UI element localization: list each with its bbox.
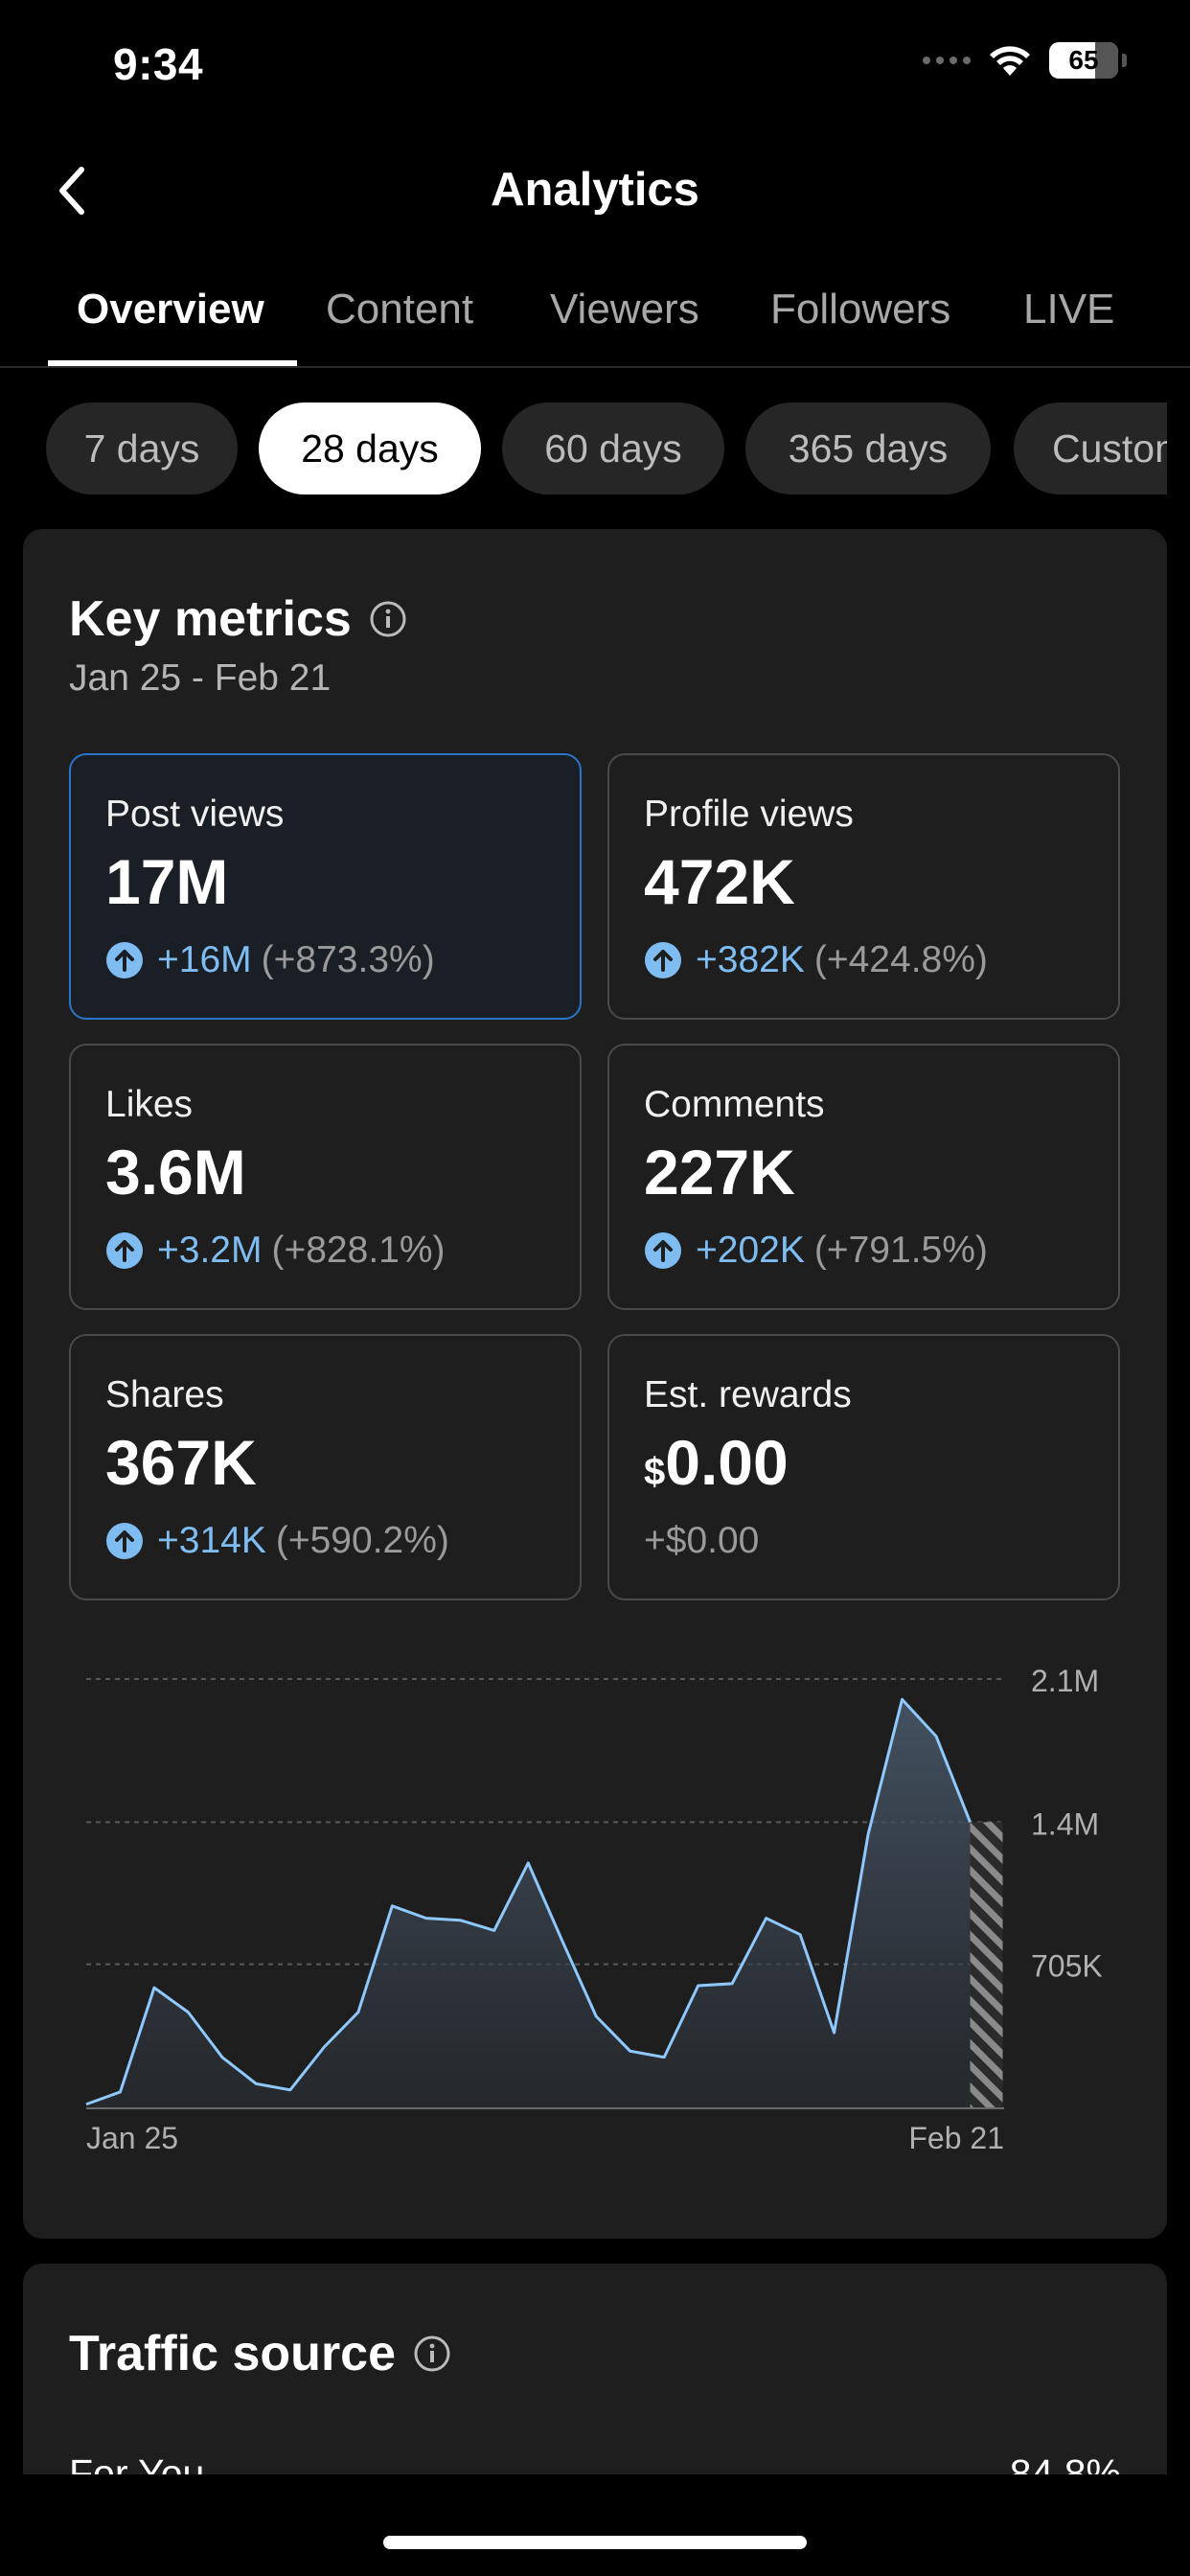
cellular-signal-icon — [923, 57, 971, 64]
arrow-up-circle-icon — [645, 942, 681, 978]
metric-value: 17M — [105, 846, 229, 917]
metric-label: Shares — [105, 1374, 224, 1415]
metric-change: +382K (+424.8%) — [644, 939, 988, 981]
metric-change: +$0.00 — [644, 1520, 759, 1562]
page-title: Analytics — [491, 164, 699, 216]
tab-overview[interactable]: Overview — [77, 286, 264, 333]
metric-change: +3.2M (+828.1%) — [105, 1230, 446, 1272]
metric-label: Post views — [105, 794, 285, 835]
traffic-source-title: Traffic source — [69, 2326, 397, 2381]
chevron-left-icon — [59, 167, 84, 215]
range-365-days[interactable]: 365 days — [745, 402, 991, 494]
metric-label: Profile views — [644, 794, 854, 835]
metric-change: +16M (+873.3%) — [105, 939, 435, 981]
metric-percent: (+828.1%) — [271, 1230, 446, 1271]
back-button[interactable] — [38, 157, 105, 224]
key-metrics-card: Key metrics Jan 25 - Feb 21 Post views 1… — [23, 529, 1167, 2239]
metric-value: 3.6M — [105, 1137, 246, 1208]
metric-comments[interactable]: Comments 227K +202K (+791.5%) — [607, 1044, 1120, 1310]
metric-delta: +314K — [157, 1520, 266, 1561]
header: Analytics — [0, 144, 1190, 240]
metric-delta: +202K — [696, 1230, 805, 1271]
partial-period-hatch — [970, 1822, 1003, 2108]
metric-likes[interactable]: Likes 3.6M +3.2M (+828.1%) — [69, 1044, 582, 1310]
date-range-selector: 7 days 28 days 60 days 365 days Custom — [0, 402, 1190, 494]
metric-est-rewards[interactable]: Est. rewards $0.00 +$0.00 — [607, 1334, 1120, 1600]
chart-svg: 2.1M 1.4M 705K Jan 25 Feb 21 — [85, 1664, 1103, 2155]
metric-delta: +16M — [157, 939, 252, 980]
status-bar: 9:34 65 — [0, 0, 1190, 134]
metric-percent: (+424.8%) — [813, 939, 988, 980]
arrow-up-circle-icon — [645, 1232, 681, 1269]
metric-shares[interactable]: Shares 367K +314K (+590.2%) — [69, 1334, 582, 1600]
tab-bar: Overview Content Viewers Followers LIVE — [0, 268, 1190, 368]
chart-area — [86, 1699, 971, 2108]
active-tab-indicator — [48, 360, 297, 366]
metric-percent: (+590.2%) — [275, 1520, 449, 1561]
battery-level: 65 — [1068, 45, 1099, 75]
tab-content[interactable]: Content — [326, 286, 474, 333]
tab-viewers[interactable]: Viewers — [550, 286, 699, 333]
metric-delta: +3.2M — [157, 1230, 263, 1271]
metric-percent: (+873.3%) — [261, 939, 435, 980]
key-metrics-heading: Key metrics — [69, 590, 407, 648]
tab-followers[interactable]: Followers — [770, 286, 951, 333]
key-metrics-title: Key metrics — [69, 591, 352, 647]
post-views-chart[interactable]: 2.1M 1.4M 705K Jan 25 Feb 21 — [23, 1622, 1167, 2187]
bottom-bar — [0, 2474, 1190, 2576]
arrow-up-circle-icon — [106, 1523, 143, 1559]
metric-value: 472K — [644, 846, 795, 917]
x-tick-label: Jan 25 — [86, 2121, 178, 2155]
metric-post-views[interactable]: Post views 17M +16M (+873.3%) — [69, 753, 582, 1020]
x-tick-label: Feb 21 — [908, 2121, 1004, 2155]
metric-profile-views[interactable]: Profile views 472K +382K (+424.8%) — [607, 753, 1120, 1020]
arrow-up-circle-icon — [106, 942, 143, 978]
metric-value: 227K — [644, 1137, 795, 1208]
metric-percent: (+791.5%) — [813, 1230, 988, 1271]
series-line — [85, 1697, 972, 2106]
wifi-icon — [990, 46, 1030, 76]
tab-live[interactable]: LIVE — [1023, 286, 1115, 333]
info-icon[interactable] — [413, 2334, 451, 2373]
battery-icon: 65 — [1049, 42, 1118, 79]
range-custom[interactable]: Custom — [1014, 402, 1167, 494]
date-range: Jan 25 - Feb 21 — [69, 657, 332, 699]
status-icons: 65 — [923, 42, 1127, 79]
info-icon[interactable] — [369, 600, 407, 638]
currency-symbol: $ — [644, 1451, 666, 1493]
traffic-source-heading: Traffic source — [69, 2325, 451, 2382]
metric-change: +202K (+791.5%) — [644, 1230, 988, 1272]
metric-value: 367K — [105, 1427, 257, 1498]
y-tick-label: 1.4M — [1031, 1806, 1099, 1841]
metric-label: Likes — [105, 1084, 194, 1125]
y-tick-label: 705K — [1031, 1949, 1103, 1984]
status-time: 9:34 — [113, 39, 204, 89]
y-tick-label: 2.1M — [1031, 1664, 1099, 1698]
home-indicator[interactable] — [383, 2536, 807, 2549]
metric-delta: +$0.00 — [644, 1520, 760, 1561]
metric-value: $0.00 — [644, 1426, 789, 1499]
metric-label: Est. rewards — [644, 1374, 852, 1415]
arrow-up-circle-icon — [106, 1232, 143, 1269]
metric-delta: +382K — [696, 939, 805, 980]
range-7-days[interactable]: 7 days — [46, 402, 238, 494]
metric-change: +314K (+590.2%) — [105, 1520, 449, 1562]
metric-value-number: 0.00 — [665, 1427, 789, 1498]
metric-label: Comments — [644, 1084, 825, 1125]
range-60-days[interactable]: 60 days — [502, 402, 724, 494]
range-28-days[interactable]: 28 days — [259, 402, 481, 494]
